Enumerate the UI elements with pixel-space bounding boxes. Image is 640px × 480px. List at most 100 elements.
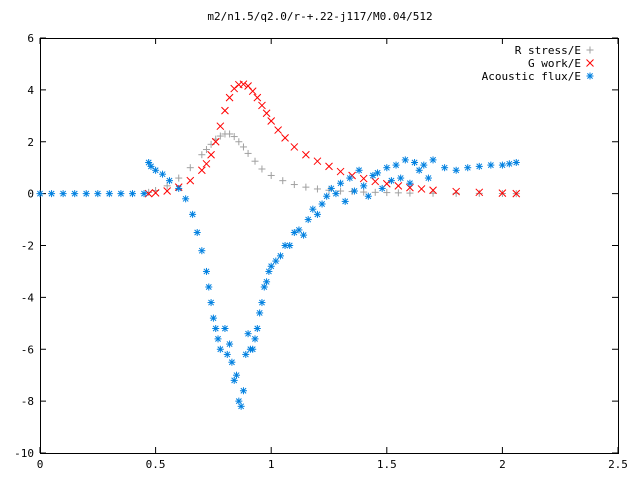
data-point xyxy=(337,179,345,187)
data-point xyxy=(265,267,273,275)
data-point xyxy=(313,185,321,193)
data-point xyxy=(290,143,299,151)
data-point xyxy=(207,299,215,307)
data-point xyxy=(424,174,432,182)
data-point xyxy=(313,157,322,166)
data-point xyxy=(302,150,310,159)
data-point xyxy=(105,190,113,198)
data-point xyxy=(244,330,252,338)
y-tick-label: 6 xyxy=(27,32,34,45)
data-point xyxy=(221,325,229,332)
data-point xyxy=(498,189,507,197)
data-point xyxy=(394,189,402,197)
data-point xyxy=(71,190,79,198)
x-tick-label: 2 xyxy=(499,458,506,471)
y-tick-label: 2 xyxy=(27,136,34,149)
series-2 xyxy=(144,80,521,198)
data-point xyxy=(198,151,206,159)
data-point xyxy=(332,190,340,198)
data-point xyxy=(202,146,210,154)
data-point xyxy=(175,174,183,182)
legend-marker xyxy=(586,46,594,54)
data-point xyxy=(230,133,238,141)
data-point xyxy=(228,358,236,366)
x-tick-label: 2.5 xyxy=(608,458,628,471)
data-point xyxy=(214,335,222,343)
data-point xyxy=(464,164,472,172)
data-point xyxy=(369,171,377,179)
data-point xyxy=(475,188,484,197)
data-point xyxy=(420,161,428,169)
data-point xyxy=(406,189,414,197)
data-point xyxy=(140,190,148,198)
data-point xyxy=(295,226,303,234)
data-point xyxy=(272,257,280,265)
data-point xyxy=(512,189,521,198)
legend-marker xyxy=(586,59,594,67)
data-point xyxy=(441,164,449,172)
data-point xyxy=(274,126,282,134)
x-tick-label: 0.5 xyxy=(146,458,166,471)
data-point xyxy=(175,184,183,192)
data-point xyxy=(323,192,331,200)
data-point xyxy=(267,262,275,270)
data-point xyxy=(36,190,44,198)
data-point xyxy=(147,162,155,170)
data-point xyxy=(165,177,173,185)
data-point xyxy=(251,335,259,343)
data-point xyxy=(226,130,234,138)
data-point xyxy=(94,190,102,198)
data-point xyxy=(359,174,368,183)
data-point xyxy=(216,132,224,140)
data-point xyxy=(151,188,160,197)
data-point xyxy=(475,189,483,197)
data-point xyxy=(233,371,241,379)
data-point xyxy=(286,242,294,249)
data-point xyxy=(223,350,231,358)
data-point xyxy=(392,161,400,169)
data-point xyxy=(276,252,284,260)
data-point xyxy=(350,187,358,195)
data-point xyxy=(300,231,308,239)
series-3 xyxy=(36,156,520,410)
data-point xyxy=(313,210,321,218)
data-point xyxy=(383,189,391,197)
x-tick-label: 1.5 xyxy=(377,458,397,471)
data-point xyxy=(193,229,201,237)
data-point xyxy=(239,143,247,151)
data-point xyxy=(48,190,56,198)
y-tick-label: -4 xyxy=(21,291,35,304)
data-point xyxy=(258,101,266,110)
x-tick-label: 1 xyxy=(268,458,275,471)
data-point xyxy=(417,185,426,193)
data-point xyxy=(198,247,206,255)
y-tick-label: 0 xyxy=(27,188,34,201)
data-point xyxy=(387,177,395,185)
data-point xyxy=(290,181,298,189)
y-tick-label: 4 xyxy=(27,84,34,97)
data-point xyxy=(186,164,194,172)
data-point xyxy=(374,169,382,177)
data-point xyxy=(117,190,125,198)
data-point xyxy=(487,161,495,169)
data-point xyxy=(242,350,250,358)
axes-layer: 0 0.5 1 1.5 2 2.5 -10 -8 -6 -4 -2 0 2 4 6 xyxy=(14,32,628,471)
data-point xyxy=(309,205,317,213)
data-point xyxy=(82,190,90,198)
data-point xyxy=(371,177,380,186)
data-point xyxy=(505,160,513,168)
data-point xyxy=(267,117,276,125)
data-point xyxy=(258,165,266,173)
data-point xyxy=(211,137,220,146)
chart-title: m2/n1.5/q2.0/r-+.22-j117/M0.04/512 xyxy=(207,10,432,23)
y-tick-label: -6 xyxy=(21,343,34,356)
legend-label: G work/E xyxy=(528,57,581,70)
data-point xyxy=(364,192,372,200)
data-point xyxy=(145,188,153,196)
data-point xyxy=(383,164,391,172)
data-point xyxy=(263,278,271,286)
data-point xyxy=(128,190,136,198)
